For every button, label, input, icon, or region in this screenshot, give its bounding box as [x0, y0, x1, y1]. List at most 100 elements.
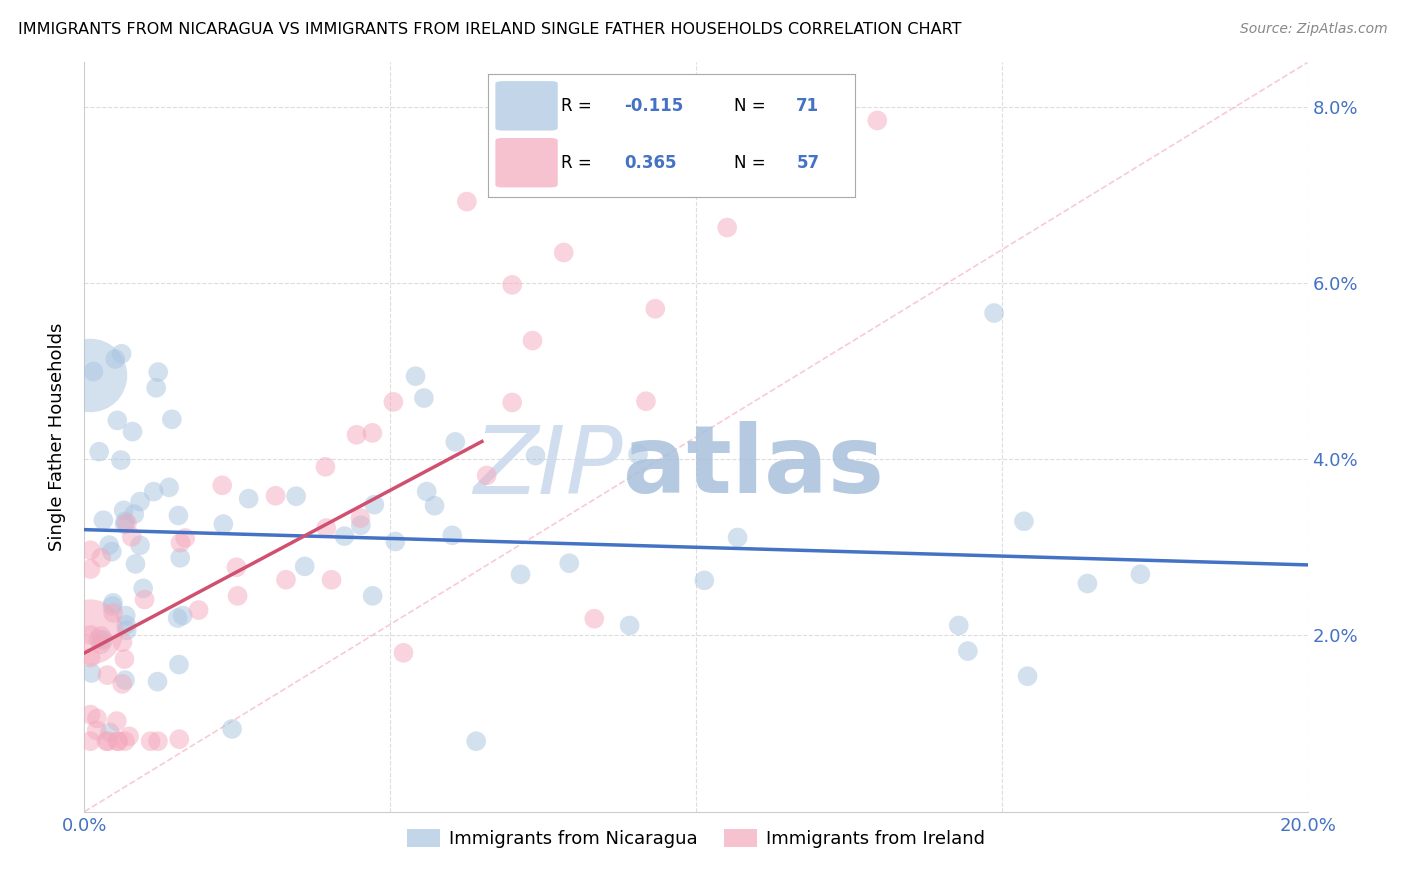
Legend: Immigrants from Nicaragua, Immigrants from Ireland: Immigrants from Nicaragua, Immigrants fr… — [399, 822, 993, 855]
Point — [361, 425, 384, 440]
Point — [160, 412, 183, 426]
Point — [169, 732, 191, 747]
Point — [392, 646, 415, 660]
Point — [121, 530, 143, 544]
Point — [166, 611, 188, 625]
Point — [456, 194, 478, 209]
Point — [948, 618, 970, 632]
Point — [382, 395, 405, 409]
Point — [134, 592, 156, 607]
Point — [187, 603, 209, 617]
Point — [264, 489, 287, 503]
Point — [619, 618, 641, 632]
Point — [465, 734, 488, 748]
Point — [114, 652, 136, 666]
Point — [105, 714, 128, 728]
Point — [112, 503, 135, 517]
Point — [349, 511, 371, 525]
Point — [79, 543, 101, 558]
Point — [644, 301, 666, 316]
Point — [115, 516, 138, 530]
Point — [114, 608, 136, 623]
Point — [346, 427, 368, 442]
Point — [105, 413, 128, 427]
Point — [384, 534, 406, 549]
Point — [115, 617, 138, 632]
Point — [727, 531, 749, 545]
Point — [634, 394, 657, 409]
Point — [132, 582, 155, 596]
Point — [314, 459, 336, 474]
Point — [413, 391, 436, 405]
Point — [101, 596, 124, 610]
Point — [114, 673, 136, 688]
Point — [1076, 576, 1098, 591]
Point — [111, 635, 134, 649]
Point — [226, 589, 249, 603]
Point — [89, 444, 111, 458]
Point — [238, 491, 260, 506]
Point — [221, 722, 243, 736]
Point — [80, 665, 103, 680]
Point — [111, 677, 134, 691]
Text: IMMIGRANTS FROM NICARAGUA VS IMMIGRANTS FROM IRELAND SINGLE FATHER HOUSEHOLDS CO: IMMIGRANTS FROM NICARAGUA VS IMMIGRANTS … — [18, 22, 962, 37]
Point — [294, 559, 316, 574]
Point — [82, 365, 104, 379]
Point — [96, 668, 118, 682]
Point — [174, 531, 197, 545]
Point — [139, 734, 162, 748]
Point — [146, 674, 169, 689]
Point — [361, 589, 384, 603]
Point — [129, 494, 152, 508]
Point — [1012, 514, 1035, 528]
Point — [101, 544, 124, 558]
Point — [321, 573, 343, 587]
Point — [1129, 567, 1152, 582]
Point — [98, 725, 121, 739]
Point — [169, 550, 191, 565]
Point — [333, 529, 356, 543]
Point — [79, 650, 101, 665]
Point — [522, 334, 544, 348]
Point — [145, 381, 167, 395]
Point — [423, 499, 446, 513]
Point — [79, 734, 101, 748]
Point — [983, 306, 1005, 320]
Point — [441, 528, 464, 542]
Point — [107, 734, 129, 748]
Point — [716, 220, 738, 235]
Point — [212, 517, 235, 532]
Point — [583, 612, 606, 626]
Point — [124, 557, 146, 571]
Point — [115, 624, 138, 638]
Point — [86, 711, 108, 725]
Point — [315, 521, 337, 535]
Point — [444, 434, 467, 449]
Point — [79, 368, 101, 383]
Point — [93, 513, 115, 527]
Point — [79, 562, 101, 576]
Point — [79, 624, 101, 639]
Point — [415, 484, 437, 499]
Point — [148, 365, 170, 379]
Point — [285, 489, 308, 503]
Point — [118, 729, 141, 743]
Text: ZIP: ZIP — [472, 422, 623, 513]
Point — [172, 608, 194, 623]
Point — [90, 550, 112, 565]
Point — [104, 351, 127, 366]
Point — [121, 425, 143, 439]
Point — [363, 498, 385, 512]
Point — [124, 507, 146, 521]
Point — [211, 478, 233, 492]
Point — [79, 707, 101, 722]
Point — [350, 518, 373, 533]
Point — [129, 538, 152, 552]
Point — [114, 515, 136, 529]
Point — [114, 734, 136, 748]
Point — [101, 599, 124, 613]
Point — [501, 395, 523, 409]
Point — [553, 245, 575, 260]
Point — [169, 535, 191, 549]
Point — [475, 468, 498, 483]
